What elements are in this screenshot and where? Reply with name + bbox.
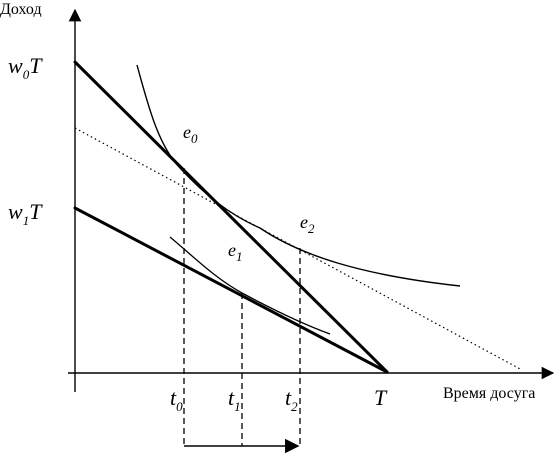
label-e1: e1 (228, 240, 243, 264)
label-t2: t2 (285, 385, 298, 414)
label-e0: e0 (183, 122, 198, 146)
label-T: T (374, 385, 388, 410)
label-t1: t1 (228, 385, 241, 414)
budget-line-w1 (73, 206, 389, 374)
label-e2: e2 (300, 212, 315, 236)
label-w1T: w1T (8, 199, 43, 228)
label-w0T: w0T (8, 53, 43, 82)
budget-line-w0 (73, 60, 389, 374)
indifference-curve-upper (136, 64, 461, 287)
label-t0: t0 (170, 385, 183, 414)
x-axis-label: Время досуга (443, 385, 535, 402)
dotted-compensated-budget-line (74, 127, 523, 371)
y-axis-label: Доход (0, 1, 42, 18)
